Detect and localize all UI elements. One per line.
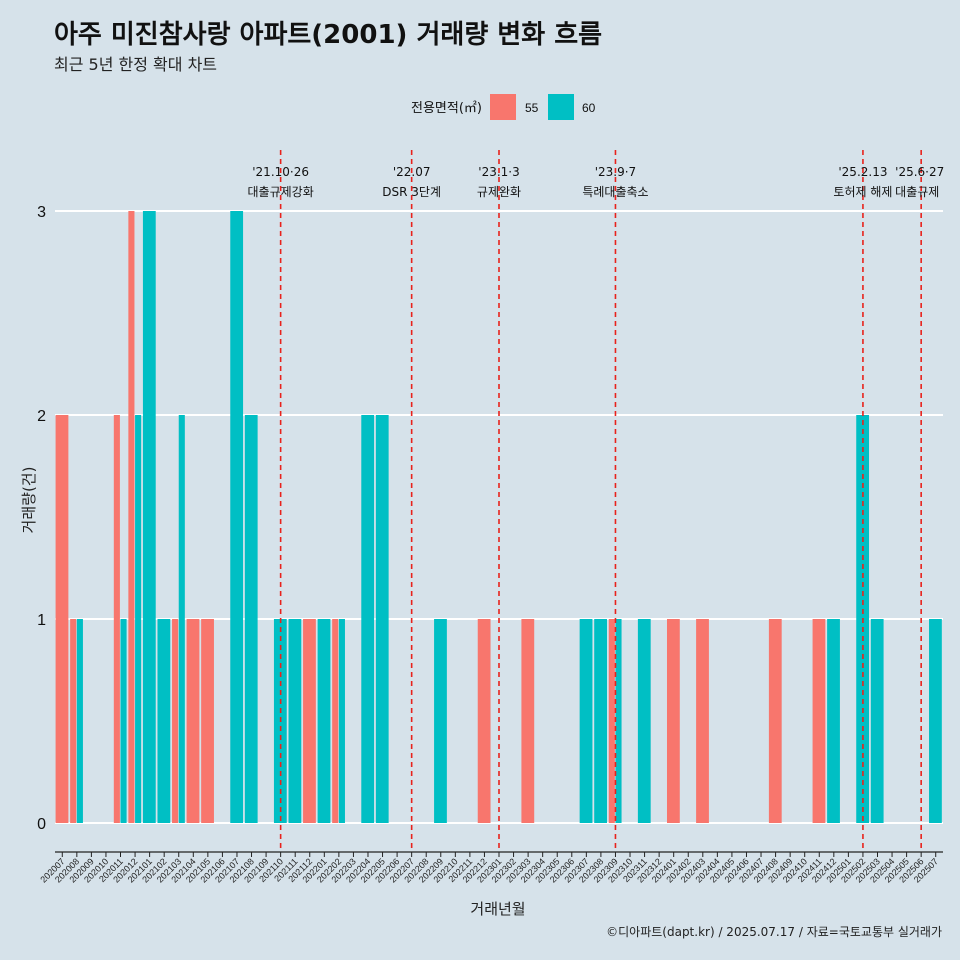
bar-60-202209 [434, 619, 447, 823]
event-label-202502: 토허제 해제 [833, 185, 892, 199]
bar-55-202104 [186, 619, 200, 823]
bar-55-202401 [666, 619, 680, 823]
legend-swatch-55 [490, 94, 516, 120]
bar-55-202403 [696, 619, 709, 823]
event-date-202309: '23.9·7 [595, 165, 636, 179]
bar-60-202308 [594, 619, 607, 823]
y-tick-label: 1 [37, 612, 46, 629]
bar-60-202008 [76, 619, 83, 823]
y-axis-title: 거래량(건) [20, 467, 38, 534]
bar-55-202112 [303, 619, 316, 823]
x-axis: 2020072020082020092020102020112020122021… [38, 851, 943, 885]
bar-60-202204 [361, 415, 375, 823]
bar-60-202103 [178, 415, 185, 823]
event-label-202301: 규제완화 [477, 185, 521, 199]
event-date-202207: '22.07 [393, 165, 431, 179]
bar-60-202012 [135, 415, 142, 823]
legend-title: 전용면적(㎡) [411, 101, 482, 116]
bar-60-202202 [338, 619, 345, 823]
bar-60-202507 [929, 619, 942, 823]
bar-60-202412 [827, 619, 840, 823]
bar-60-202101 [142, 211, 156, 823]
bar-55-202007 [55, 415, 69, 823]
bar-55-202105 [201, 619, 214, 823]
bar-55-202202 [332, 619, 339, 823]
bar-60-202107 [230, 211, 244, 823]
bar-60-202011 [120, 619, 127, 823]
bar-60-202111 [288, 619, 302, 823]
bar-55-202411 [812, 619, 826, 823]
bar-60-202503 [870, 619, 884, 823]
bar-55-202008 [70, 619, 77, 823]
event-label-202207: DSR 3단계 [382, 185, 441, 199]
bar-55-202012 [128, 211, 135, 823]
bars [55, 211, 942, 823]
event-markers: '21.10·26 대출규제강화 '22.07 DSR 3단계 '23.1·3 규제완화 '… [248, 150, 944, 852]
bar-60-202309 [615, 619, 622, 823]
bar-55-202011 [113, 415, 120, 823]
event-label-202309: 특례대출축소 [582, 185, 648, 199]
x-axis-title: 거래년월 [470, 900, 525, 918]
bar-55-202212 [477, 619, 491, 823]
bar-55-202309 [608, 619, 615, 823]
event-date-202301: '23.1·3 [478, 165, 519, 179]
bar-60-202108 [244, 415, 258, 823]
bar-60-202311 [637, 619, 651, 823]
event-date-202502: '25.2.13 [838, 165, 887, 179]
bar-55-202303 [521, 619, 535, 823]
event-date-202506: '25.6·27 [895, 165, 944, 179]
legend-label-60: 60 [582, 101, 596, 115]
bar-55-202103 [172, 619, 179, 823]
chart-title: 아주 미진참사랑 아파트(2001) 거래량 변화 흐름 [54, 20, 602, 50]
bar-60-202201 [317, 619, 331, 823]
y-axis: 0 1 2 3 [37, 204, 46, 833]
bar-55-202408 [768, 619, 782, 823]
event-label-202506: 대출규제 [895, 185, 939, 199]
y-tick-label: 2 [37, 408, 46, 425]
bar-60-202102 [157, 619, 171, 823]
legend-swatch-60 [548, 94, 574, 120]
legend: 전용면적(㎡) 55 60 [411, 94, 596, 120]
legend-label-55: 55 [525, 101, 539, 115]
event-label-202110: 대출규제강화 [248, 185, 314, 199]
chart-subtitle: 최근 5년 한정 확대 차트 [54, 55, 217, 74]
event-date-202110: '21.10·26 [252, 165, 309, 179]
bar-60-202307 [579, 619, 593, 823]
source-caption: ©디아파트(dapt.kr) / 2025.07.17 / 자료=국토교통부 실… [606, 925, 942, 939]
y-tick-label: 0 [37, 816, 46, 833]
bar-60-202205 [375, 415, 389, 823]
y-tick-label: 3 [37, 204, 46, 221]
